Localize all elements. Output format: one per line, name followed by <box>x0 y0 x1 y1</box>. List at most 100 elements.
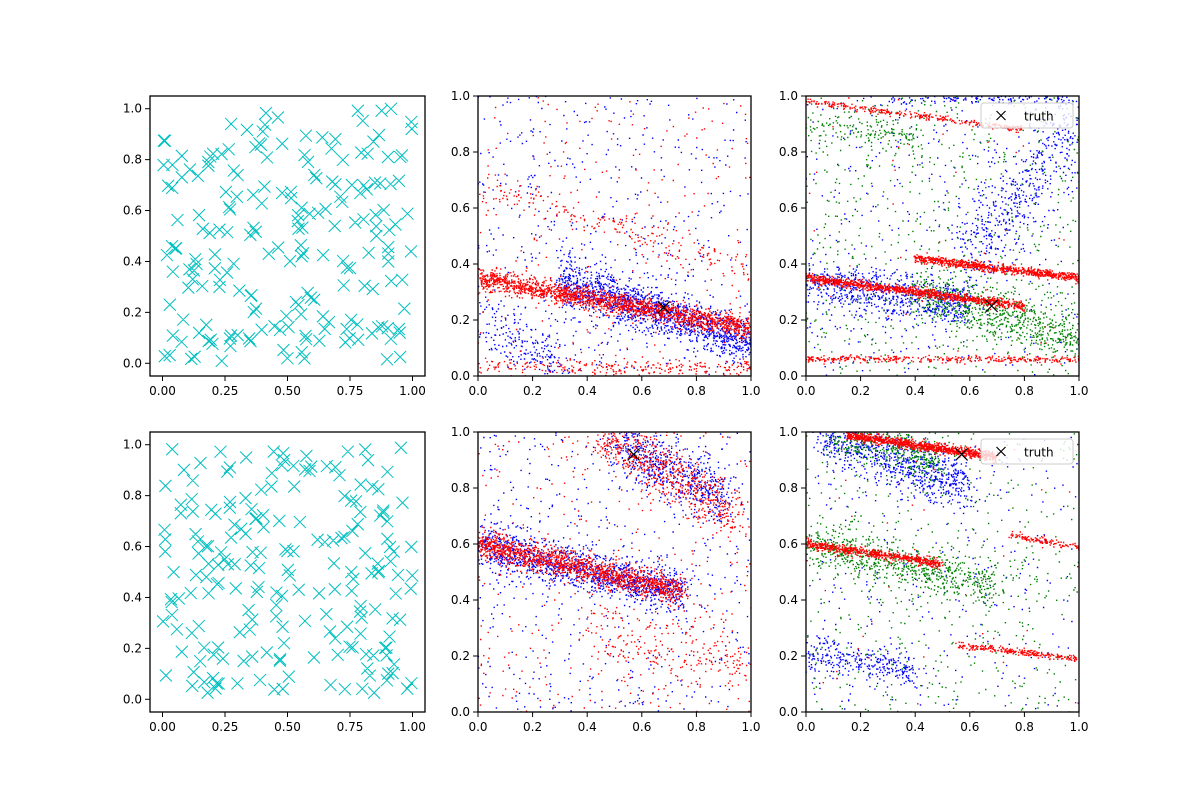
y-tick-label: 0.8 <box>451 481 470 495</box>
subplots: 0.00 0.25 0.50 0.75 1.000.00.20.40.60.81.00.… <box>123 89 1089 734</box>
plot-area <box>156 441 419 700</box>
truth-marker <box>657 300 671 314</box>
plot-area <box>478 96 751 376</box>
cyan-x-series <box>156 441 419 700</box>
y-tick-label: 0.2 <box>779 313 798 327</box>
y-tick-label: 0.8 <box>451 145 470 159</box>
y-tick-label: 0.8 <box>779 145 798 159</box>
legend-label: truth <box>1024 446 1054 460</box>
x-tick-label: 0.6 <box>960 384 979 398</box>
x-tick-label: 0.2 <box>523 384 542 398</box>
y-tick-label: 0.8 <box>123 153 142 167</box>
x-tick-label: 0.8 <box>1015 720 1034 734</box>
x-tick-label: 0.00 <box>149 720 176 734</box>
y-tick-label: 0.0 <box>123 356 142 370</box>
legend-box <box>980 102 1074 129</box>
x-tick-label: 1.0 <box>741 720 760 734</box>
y-tick-label: 0.0 <box>779 369 798 383</box>
x-tick-label: 0.8 <box>1015 384 1034 398</box>
axes-frame <box>805 95 1080 377</box>
y-tick-label: 0.6 <box>451 201 470 215</box>
y-tick-label: 0.6 <box>779 537 798 551</box>
subplot-top-left: 0.00 0.25 0.50 0.75 1.00 0.0 0.2 0.4 0.6 0.8 1.0 <box>123 95 426 398</box>
y-tick-label: 0.0 <box>451 705 470 719</box>
x-tick-label: 0.4 <box>906 384 925 398</box>
y-tick-label: 0.4 <box>779 257 798 271</box>
y-tick-label: 1.0 <box>451 89 470 103</box>
x-tick-label: 0.2 <box>523 720 542 734</box>
x-tick-label: 0.4 <box>578 384 597 398</box>
subplot-bottom-middle: 0.0 0.2 0.4 0.6 0.8 1.0 0.0 0.2 0.4 0.6 0.8 1.0 <box>451 425 761 734</box>
x-tick-label: 1.00 <box>399 720 426 734</box>
x-tick-label: 0.75 <box>337 720 364 734</box>
truth-marker <box>627 447 641 461</box>
subplot-top-middle: 0.0 0.2 0.4 0.6 0.8 1.0 0.0 0.2 0.4 0.6 0.8 1.0 <box>451 89 761 398</box>
x-tick-label: 0.25 <box>212 720 239 734</box>
y-tick-label: 0.2 <box>451 649 470 663</box>
x-tick-label: 0.0 <box>468 384 487 398</box>
x-tick-label: 0.75 <box>337 384 364 398</box>
legend: truth <box>980 102 1074 129</box>
y-tick-label: 0.0 <box>779 705 798 719</box>
y-tick-label: 1.0 <box>123 438 142 452</box>
y-tick-label: 1.0 <box>451 425 470 439</box>
x-tick-label: 0.0 <box>796 384 815 398</box>
plot-area <box>806 96 1079 376</box>
y-tick-label: 0.4 <box>451 257 470 271</box>
y-tick-label: 0.0 <box>451 369 470 383</box>
x-tick-label: 0.50 <box>274 720 301 734</box>
series-1-points <box>478 97 751 376</box>
x-tick-label: 0.2 <box>851 720 870 734</box>
x-tick-label: 0.8 <box>687 720 706 734</box>
y-tick-label: 0.6 <box>123 204 142 218</box>
series-1-points <box>806 432 1079 712</box>
x-tick-label: 0.2 <box>851 384 870 398</box>
y-tick-label: 1.0 <box>779 425 798 439</box>
x-tick-label: 0.4 <box>578 720 597 734</box>
x-tick-label: 1.00 <box>399 384 426 398</box>
x-tick-label: 0.8 <box>687 384 706 398</box>
plot-area <box>478 432 751 712</box>
y-tick-label: 0.8 <box>779 481 798 495</box>
truth-marker <box>955 447 969 461</box>
y-tick-label: 0.6 <box>123 540 142 554</box>
axes-frame <box>477 95 752 377</box>
x-tick-label: 0.6 <box>960 720 979 734</box>
y-tick-label: 0.4 <box>451 593 470 607</box>
legend-x-icon <box>996 446 1006 457</box>
x-tick-label: 1.0 <box>741 384 760 398</box>
x-tick-label: 0.50 <box>274 384 301 398</box>
subplot-bottom-left: 0.00 0.25 0.50 0.75 1.00 0.0 0.2 0.4 0.6 0.8 1.0 <box>123 431 426 734</box>
series-2-points <box>806 97 1079 365</box>
x-tick-label: 0.6 <box>632 720 651 734</box>
y-tick-label: 0.0 <box>123 692 142 706</box>
plot-area <box>157 102 419 368</box>
y-tick-label: 0.2 <box>123 305 142 319</box>
plot-area <box>806 432 1079 712</box>
x-tick-label: 0.4 <box>906 720 925 734</box>
y-tick-label: 0.2 <box>779 649 798 663</box>
axes-frame <box>477 431 752 713</box>
y-tick-label: 1.0 <box>123 102 142 116</box>
x-tick-label: 1.0 <box>1069 720 1088 734</box>
axes-frame <box>805 431 1080 713</box>
legend-label: truth <box>1024 110 1054 124</box>
cyan-x-series <box>157 102 419 368</box>
x-tick-label: 0.6 <box>632 384 651 398</box>
subplot-top-right: 0.0 0.2 0.4 0.6 0.8 1.0 0.0 0.2 0.4 0.6 0.8 1.0 trut… <box>779 89 1089 398</box>
legend-box <box>980 438 1074 465</box>
truth-marker <box>985 299 999 313</box>
y-tick-label: 0.2 <box>451 313 470 327</box>
x-tick-label: 0.25 <box>212 384 239 398</box>
y-tick-label: 1.0 <box>779 89 798 103</box>
y-tick-label: 0.4 <box>123 254 142 268</box>
x-tick-label: 1.0 <box>1069 384 1088 398</box>
y-tick-label: 0.4 <box>779 593 798 607</box>
y-tick-label: 0.6 <box>451 537 470 551</box>
legend: truth <box>980 438 1074 465</box>
y-tick-label: 0.2 <box>123 641 142 655</box>
legend-x-icon <box>996 110 1006 121</box>
x-tick-label: 0.0 <box>468 720 487 734</box>
